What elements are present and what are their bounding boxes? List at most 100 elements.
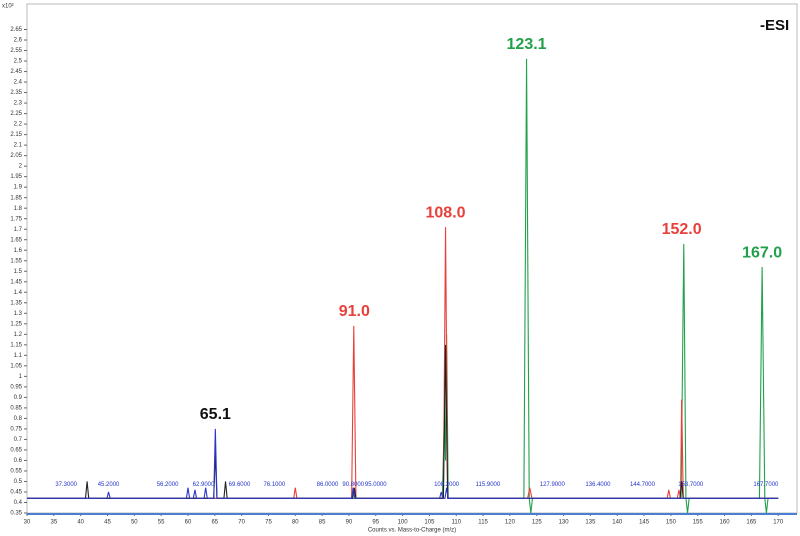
- y-tick-label: 0.35: [10, 511, 22, 517]
- x-tick-label: 125: [532, 520, 543, 526]
- peak-annotation: 65.1: [200, 406, 231, 423]
- y-tick-label: 2.1: [14, 143, 23, 149]
- y-tick-label: 1.35: [10, 300, 22, 306]
- x-tick-label: 80: [292, 520, 299, 526]
- x-tick-label: 50: [131, 520, 138, 526]
- y-tick-label: 2.25: [10, 111, 22, 117]
- y-tick-label: 2: [19, 164, 23, 170]
- y-tick-label: 2.5: [14, 59, 23, 65]
- y-tick-label: 0.9: [14, 395, 23, 401]
- y-tick-label: 1.65: [10, 237, 22, 243]
- x-tick-label: 100: [398, 520, 409, 526]
- y-tick-label: 1.8: [14, 206, 23, 212]
- y-tick-label: 1.75: [10, 216, 22, 222]
- peak-label: 127.9000: [540, 482, 566, 488]
- y-tick-label: 2.35: [10, 90, 22, 96]
- x-tick-label: 110: [451, 520, 461, 526]
- y-tick-label: 1.05: [10, 363, 22, 369]
- x-tick-label: 165: [746, 520, 757, 526]
- x-tick-label: 150: [666, 520, 677, 526]
- x-tick-label: 135: [585, 520, 596, 526]
- y-tick-label: 0.5: [14, 479, 23, 485]
- x-tick-label: 120: [505, 520, 516, 526]
- y-tick-label: 0.55: [10, 469, 22, 475]
- peak-annotation: 167.0: [742, 244, 782, 261]
- y-tick-label: 2.15: [10, 132, 22, 138]
- peak-label: 37.3000: [55, 482, 77, 488]
- peak-annotation: 152.0: [662, 221, 702, 238]
- x-tick-label: 95: [372, 520, 379, 526]
- x-tick-label: 140: [612, 520, 623, 526]
- y-tick-label: 1.95: [10, 174, 22, 180]
- x-tick-label: 35: [50, 520, 57, 526]
- y-tick-label: 1.15: [10, 342, 22, 348]
- mode-label: -ESI: [760, 17, 789, 34]
- peak-label: 45.2000: [98, 482, 120, 488]
- y-tick-label: 2.05: [10, 153, 22, 159]
- peak-label: 86.0000: [317, 482, 339, 488]
- x-axis-title: Counts vs. Mass-to-Charge (m/z): [368, 528, 456, 534]
- y-tick-label: 1.4: [14, 290, 23, 296]
- peak-annotation: 91.0: [339, 303, 370, 320]
- peak-label: 76.1000: [264, 482, 286, 488]
- x-tick-label: 40: [77, 520, 84, 526]
- y-tick-label: 1.55: [10, 258, 22, 264]
- y-tick-label: 2.3: [14, 101, 23, 107]
- peak-label: 108.2000: [434, 482, 460, 488]
- x-tick-label: 160: [720, 520, 731, 526]
- x-tick-label: 75: [265, 520, 272, 526]
- peak-label: 69.6000: [229, 482, 251, 488]
- y-tick-label: 0.65: [10, 448, 22, 454]
- peak-label: 62.9000: [193, 482, 215, 488]
- peak-label: 136.4000: [585, 482, 611, 488]
- peak-label: 56.2000: [157, 482, 179, 488]
- x-tick-label: 90: [346, 520, 353, 526]
- x-tick-label: 65: [211, 520, 218, 526]
- y-tick-label: 1.6: [14, 248, 23, 254]
- peak-label: 90.8000: [342, 482, 364, 488]
- peak-label: 153.7000: [678, 482, 704, 488]
- y-tick-label: 2.65: [10, 27, 22, 33]
- y-tick-label: 0.95: [10, 384, 22, 390]
- y-tick-label: 1.85: [10, 195, 22, 201]
- x-tick-label: 60: [185, 520, 192, 526]
- y-tick-label: 0.8: [14, 416, 23, 422]
- x-tick-label: 145: [639, 520, 650, 526]
- y-tick-label: 2.2: [14, 122, 23, 128]
- x-tick-label: 170: [773, 520, 784, 526]
- peak-label: 95.0000: [365, 482, 387, 488]
- x-tick-label: 30: [24, 520, 31, 526]
- peak-annotation: 123.1: [507, 36, 547, 53]
- x-tick-label: 105: [424, 520, 435, 526]
- spectrum-trace: [27, 428, 779, 499]
- peak-label: 144.7000: [630, 482, 656, 488]
- y-tick-label: 1: [19, 374, 23, 380]
- y-tick-label: 2.6: [14, 38, 23, 44]
- y-tick-label: 1.2: [14, 332, 23, 338]
- y-tick-label: 1.25: [10, 321, 22, 327]
- x-tick-label: 130: [559, 520, 570, 526]
- y-tick-label: 0.85: [10, 405, 22, 411]
- y-multiplier: x10²: [2, 4, 14, 10]
- y-tick-label: 2.55: [10, 48, 22, 54]
- y-tick-label: 0.45: [10, 490, 22, 496]
- x-tick-label: 45: [104, 520, 111, 526]
- x-tick-label: 85: [319, 520, 326, 526]
- peak-label: 167.7000: [753, 482, 779, 488]
- y-tick-label: 0.7: [14, 437, 23, 443]
- y-tick-label: 0.4: [14, 500, 23, 506]
- y-tick-label: 2.4: [14, 80, 23, 86]
- y-tick-label: 0.6: [14, 458, 23, 464]
- y-tick-label: 1.1: [14, 353, 23, 359]
- peak-label: 115.9000: [476, 482, 501, 488]
- y-tick-label: 1.7: [14, 227, 23, 233]
- y-tick-label: 1.9: [14, 185, 23, 191]
- x-tick-label: 70: [238, 520, 245, 526]
- y-tick-label: 1.45: [10, 279, 22, 285]
- x-tick-label: 115: [478, 520, 488, 526]
- y-tick-label: 0.75: [10, 426, 22, 432]
- y-tick-label: 1.5: [14, 269, 23, 275]
- y-tick-label: 2.45: [10, 69, 22, 75]
